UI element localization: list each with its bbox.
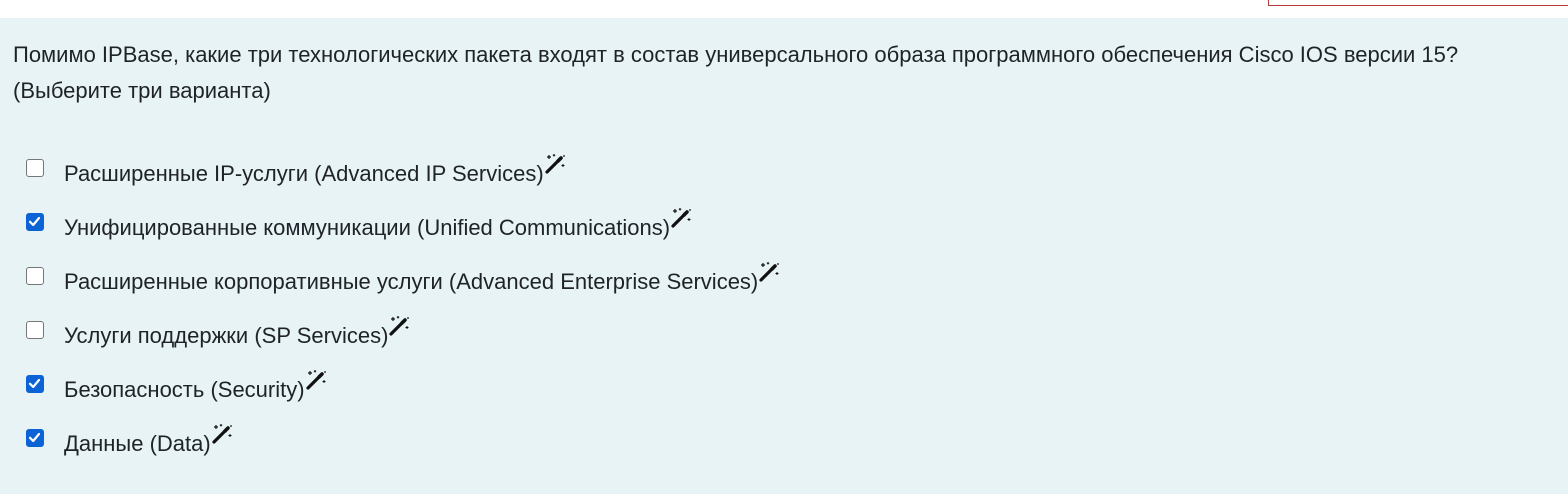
option-sp-services[interactable]: Услуги поддержки (SP Services) [0, 303, 1568, 357]
option-checkbox[interactable] [26, 429, 44, 447]
option-label: Безопасность (Security) [64, 377, 305, 402]
question-card: Помимо IPBase, какие три технологических… [0, 18, 1568, 494]
options-list: Расширенные IP-услуги (Advanced IP Servi… [0, 141, 1568, 465]
option-advanced-enterprise-services[interactable]: Расширенные корпоративные услуги (Advanc… [0, 249, 1568, 303]
option-security[interactable]: Безопасность (Security) [0, 357, 1568, 411]
magic-wand-icon [211, 423, 233, 445]
top-right-box [1268, 0, 1568, 6]
magic-wand-icon [544, 153, 566, 175]
option-checkbox[interactable] [26, 321, 44, 339]
option-data[interactable]: Данные (Data) [0, 411, 1568, 465]
magic-wand-icon [758, 261, 780, 283]
option-label: Услуги поддержки (SP Services) [64, 323, 389, 348]
magic-wand-icon [305, 369, 327, 391]
option-checkbox[interactable] [26, 267, 44, 285]
option-label: Унифицированные коммуникации (Unified Co… [64, 215, 671, 240]
option-checkbox[interactable] [26, 213, 44, 231]
magic-wand-icon [388, 315, 410, 337]
option-label: Расширенные IP-услуги (Advanced IP Servi… [64, 161, 544, 186]
option-unified-communications[interactable]: Унифицированные коммуникации (Unified Co… [0, 195, 1568, 249]
top-bar [0, 0, 1568, 18]
magic-wand-icon [670, 207, 692, 229]
question-text: Помимо IPBase, какие три технологических… [13, 42, 1459, 103]
option-label: Расширенные корпоративные услуги (Advanc… [64, 269, 759, 294]
option-checkbox[interactable] [26, 375, 44, 393]
option-label: Данные (Data) [64, 431, 211, 456]
option-advanced-ip-services[interactable]: Расширенные IP-услуги (Advanced IP Servi… [0, 141, 1568, 195]
option-checkbox[interactable] [26, 159, 44, 177]
